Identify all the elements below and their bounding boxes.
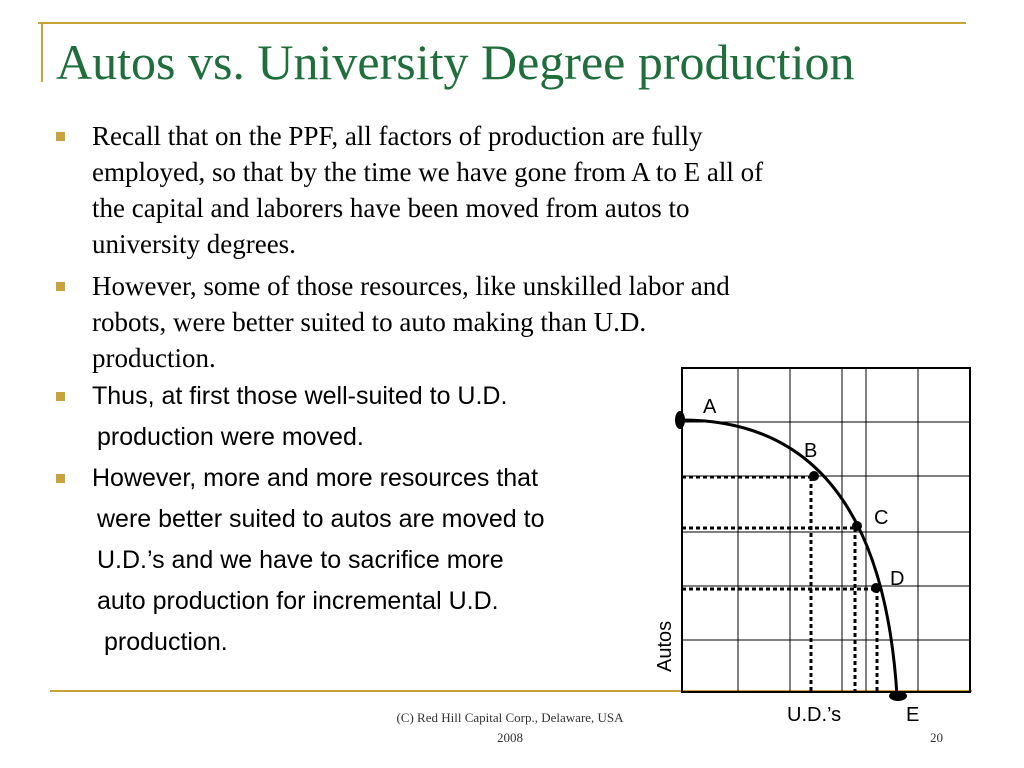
point-b-marker	[809, 471, 819, 481]
accent-vertical-rule	[41, 22, 43, 82]
point-label-d: D	[890, 568, 904, 590]
point-d-marker	[871, 583, 881, 593]
bullet-square-icon	[56, 282, 65, 291]
bullet-2: However, some of those resources, like u…	[56, 268, 956, 376]
bullet-line: robots, were better suited to auto makin…	[92, 307, 647, 337]
x-axis-label: U.D.’s	[787, 704, 841, 726]
footer-copyright: (C) Red Hill Capital Corp., Delaware, US…	[360, 708, 660, 748]
guide-lines	[682, 475, 879, 692]
accent-top-rule	[38, 22, 966, 24]
bullet-line: production were moved.	[97, 423, 364, 451]
copyright-year: 2008	[497, 730, 523, 745]
bullet-line: Thus, at first those well-suited to U.D.	[92, 382, 508, 410]
accent-bottom-rule	[50, 690, 972, 692]
bullet-square-icon	[56, 392, 65, 401]
point-label-a: A	[703, 396, 717, 418]
bullet-1: Recall that on the PPF, all factors of p…	[56, 118, 956, 262]
slide-title: Autos vs. University Degree production	[56, 34, 855, 90]
bullet-line: were better suited to autos are moved to	[97, 505, 545, 533]
bullet-square-icon	[56, 474, 65, 483]
point-label-b: B	[804, 440, 817, 462]
bullet-line: employed, so that by the time we have go…	[92, 157, 764, 187]
grid-frame	[681, 367, 971, 693]
bullet-list: Recall that on the PPF, all factors of p…	[56, 118, 956, 663]
point-e-marker	[889, 691, 907, 701]
point-label-e: E	[906, 704, 919, 726]
bullet-line: university degrees.	[92, 229, 296, 259]
bullet-line: production.	[92, 343, 216, 373]
point-a-marker	[675, 411, 685, 429]
bullet-square-icon	[56, 132, 65, 141]
bullet-4: However, more and more resources that we…	[56, 458, 956, 663]
bullet-line: the capital and laborers have been moved…	[92, 193, 690, 223]
copyright-line: (C) Red Hill Capital Corp., Delaware, US…	[396, 710, 624, 725]
y-axis-label: Autos	[654, 621, 676, 672]
point-label-c: C	[874, 507, 888, 529]
bullet-line: Recall that on the PPF, all factors of p…	[92, 121, 703, 151]
bullet-line: U.D.’s and we have to sacrifice more	[97, 546, 504, 574]
bullet-line: However, more and more resources that	[92, 464, 539, 492]
bullet-3: Thus, at first those well-suited to U.D.…	[56, 376, 956, 458]
bullet-line: auto production for incremental U.D.	[97, 587, 499, 615]
bullet-line: production.	[104, 628, 228, 656]
point-c-marker	[852, 521, 862, 531]
ppf-curve	[681, 418, 899, 697]
grid	[682, 368, 970, 692]
bullet-line: However, some of those resources, like u…	[92, 271, 730, 301]
page-number: 20	[930, 730, 943, 745]
